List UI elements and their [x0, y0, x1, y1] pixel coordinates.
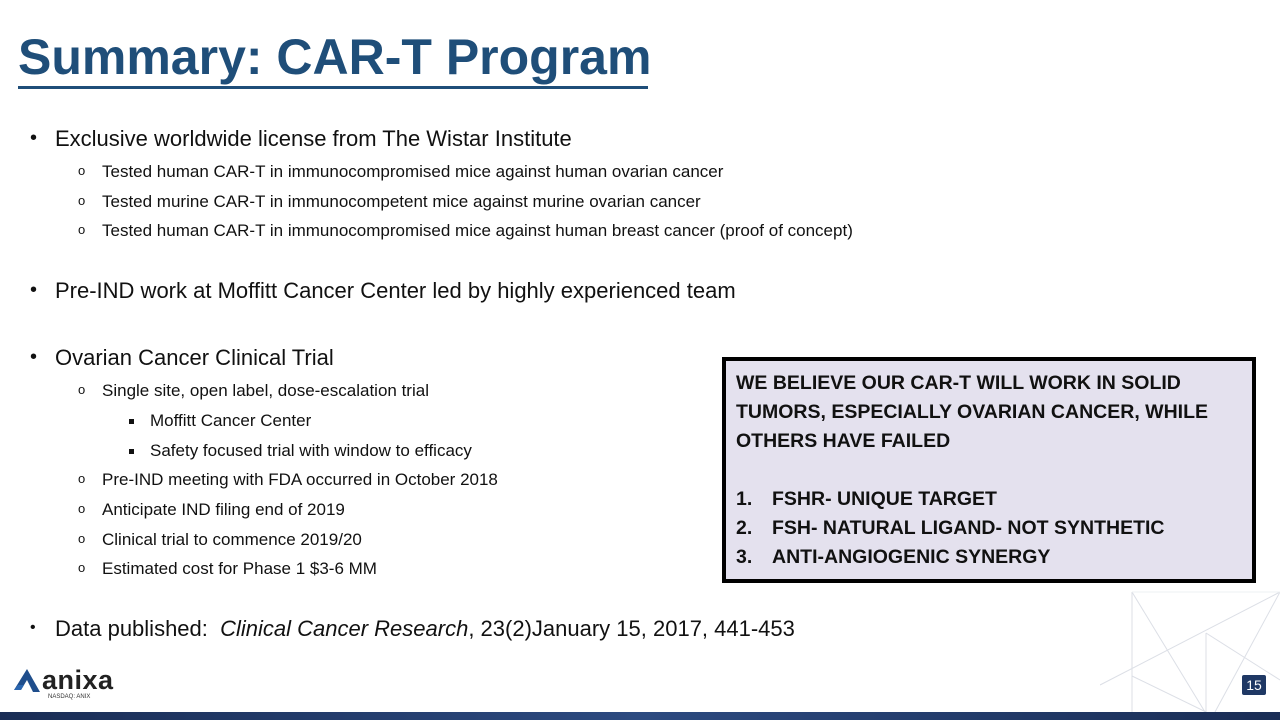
sub-bullet: Estimated cost for Phase 1 $3-6 MM — [102, 559, 377, 578]
sub-bullet: Tested human CAR-T in immunocompromised … — [102, 221, 853, 240]
item-number: 1. — [736, 488, 753, 510]
square-bullet-icon — [129, 449, 134, 454]
circle-bullet-icon: o — [78, 382, 86, 397]
sub-bullet: Pre-IND meeting with FDA occurred in Oct… — [102, 470, 498, 489]
sub-bullet: Single site, open label, dose-escalation… — [102, 381, 429, 400]
circle-bullet-icon: o — [78, 222, 86, 237]
anixa-logo: anixa NASDAQ: ANIX — [14, 665, 113, 700]
bullet-icon: • — [30, 619, 36, 636]
item-text: ANTI-ANGIOGENIC SYNERGY — [772, 546, 1051, 568]
item-number: 3. — [736, 546, 753, 568]
logo-wordmark: anixa — [42, 665, 114, 695]
sub-bullet: Clinical trial to commence 2019/20 — [102, 530, 362, 549]
sub-bullet: Tested murine CAR-T in immunocompetent m… — [102, 192, 701, 211]
logo-mark-icon — [14, 669, 40, 692]
slide-title: Summary: CAR-T Program — [18, 29, 652, 85]
bullet-pre-ind: Pre-IND work at Moffitt Cancer Center le… — [55, 278, 736, 303]
item-number: 2. — [736, 517, 753, 539]
callout-item: 3. ANTI-ANGIOGENIC SYNERGY — [736, 543, 1252, 572]
circle-bullet-icon: o — [78, 560, 86, 575]
sub-sub-bullet: Safety focused trial with window to effi… — [150, 441, 472, 460]
title-underline — [18, 86, 648, 89]
footer-bar — [0, 712, 1280, 720]
circle-bullet-icon: o — [78, 531, 86, 546]
sub-bullet: Tested human CAR-T in immunocompromised … — [102, 162, 724, 181]
callout-heading-line: WE BELIEVE OUR CAR-T WILL WORK IN SOLID — [736, 372, 1181, 394]
bullet-clinical-trial: Ovarian Cancer Clinical Trial — [55, 345, 334, 370]
sub-sub-bullet: Moffitt Cancer Center — [150, 411, 312, 430]
sub-bullet: Anticipate IND filing end of 2019 — [102, 500, 345, 519]
bullet-icon: • — [30, 279, 38, 301]
circle-bullet-icon: o — [78, 471, 86, 486]
decorative-lines — [1100, 591, 1280, 712]
bullet-icon: • — [30, 127, 38, 149]
callout-heading-line: OTHERS HAVE FAILED — [736, 430, 951, 452]
callout-item: 1. FSHR- UNIQUE TARGET — [736, 485, 1252, 514]
citation: , 23(2)January 15, 2017, 441-453 — [468, 616, 795, 641]
item-text: FSHR- UNIQUE TARGET — [772, 488, 997, 510]
square-bullet-icon — [129, 419, 134, 424]
journal-name: Clinical Cancer Research — [220, 616, 469, 641]
callout-heading-line: TUMORS, ESPECIALLY OVARIAN CANCER, WHILE — [736, 401, 1209, 423]
circle-bullet-icon: o — [78, 501, 86, 516]
circle-bullet-icon: o — [78, 193, 86, 208]
callout-box: WE BELIEVE OUR CAR-T WILL WORK IN SOLID … — [722, 357, 1256, 583]
published-prefix: Data published: — [55, 616, 221, 641]
page-number: 15 — [1242, 675, 1266, 695]
item-text: FSH- NATURAL LIGAND- NOT SYNTHETIC — [772, 517, 1165, 539]
bullet-license: Exclusive worldwide license from The Wis… — [55, 126, 572, 151]
bullet-icon: • — [30, 346, 38, 368]
callout-item: 2. FSH- NATURAL LIGAND- NOT SYNTHETIC — [736, 514, 1252, 543]
logo-ticker: NASDAQ: ANIX — [48, 694, 91, 700]
circle-bullet-icon: o — [78, 163, 86, 178]
bullet-data-published: Data published: Clinical Cancer Research… — [55, 618, 795, 640]
